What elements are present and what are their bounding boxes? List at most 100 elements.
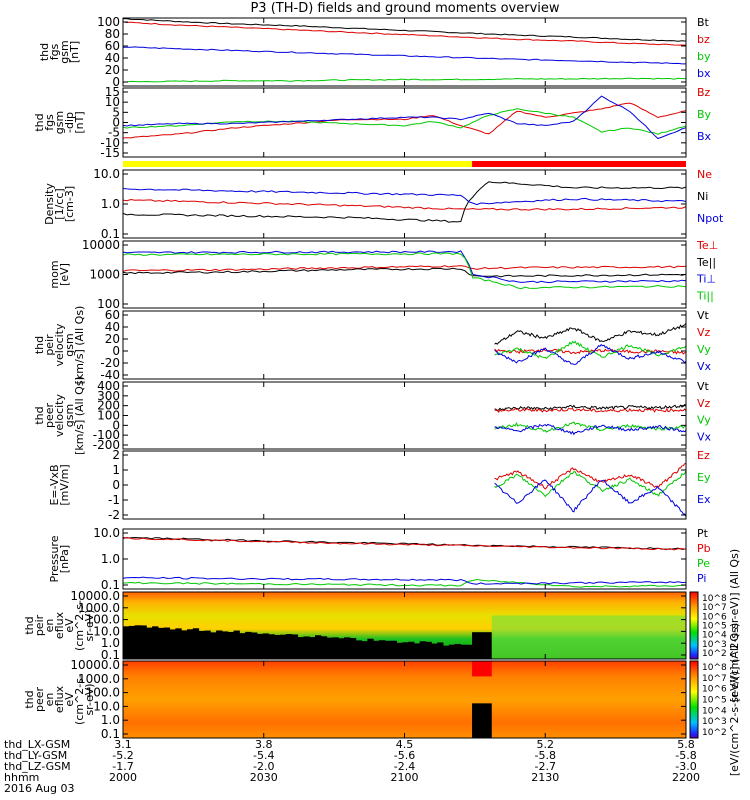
ephemeris-value: -3.0 bbox=[675, 760, 696, 773]
ephemeris-value: -5.8 bbox=[675, 749, 696, 762]
y-tick-label: 10.0 bbox=[93, 699, 120, 713]
legend-Vy: Vy bbox=[697, 414, 711, 427]
y-tick-label: 100 bbox=[97, 297, 120, 311]
legend: Te⊥ Te|| Ti⊥ Ti|| bbox=[696, 239, 718, 302]
panel-p7: 210-1-2 E=-VxB[mV/m] Ez Ey Ex bbox=[48, 448, 711, 522]
mode-bar bbox=[123, 161, 686, 167]
ephemeris-value: -1.7 bbox=[112, 760, 133, 773]
legend-Ni: Ni bbox=[697, 190, 708, 203]
y-tick-label: 0 bbox=[112, 116, 120, 130]
colorbar-tick: 10^2 bbox=[702, 649, 727, 659]
legend-Pb: Pb bbox=[697, 542, 711, 555]
legend-Te⊥: Te⊥ bbox=[696, 239, 718, 252]
legend: Bz By Bx bbox=[697, 86, 712, 143]
legend-Ez: Ez bbox=[697, 449, 710, 462]
legend: Ez Ey Ex bbox=[697, 449, 711, 506]
y-axis-label: Density[1/cc][cm-3] bbox=[43, 183, 76, 225]
legend: Vt Vz Vy Vx bbox=[697, 380, 712, 443]
y-tick-label: -2 bbox=[108, 508, 120, 522]
y-axis-label-line: [km/s] (All Qs) bbox=[73, 306, 86, 385]
y-ticks: 210-1-2 bbox=[108, 448, 686, 522]
colorbar-tick: 10^8 bbox=[702, 594, 727, 604]
y-axis-label-line: thd bbox=[33, 113, 46, 131]
y-tick-label: -5 bbox=[108, 126, 120, 140]
y-axis-label-line: sr-eV) bbox=[83, 609, 96, 641]
colorbar-tick: 10^8 bbox=[702, 663, 727, 673]
panel-p8: 10.0 1.0 0.1 Pressure[nPa] Pt Pb Pe Pi bbox=[48, 526, 711, 592]
y-axis-label-line: eflux bbox=[53, 685, 66, 713]
boundary-block bbox=[472, 632, 492, 659]
y-axis-label: Pressure[nPa] bbox=[48, 535, 71, 582]
y-tick-label: 10.0 bbox=[93, 624, 120, 638]
y-axis-label: mom[eV] bbox=[48, 260, 71, 288]
series-Pb bbox=[122, 536, 687, 551]
series-Ti⊥ bbox=[122, 250, 687, 284]
y-axis-label-line: E=-VxB bbox=[48, 464, 61, 505]
series-Vt bbox=[494, 322, 687, 345]
panel-p3: 10.0 1.0 0.1 Density[1/cc][cm-3] Ne Ni Npot bbox=[43, 167, 724, 241]
series-Te⊥ bbox=[122, 265, 687, 272]
y-axis-label-line: gsm bbox=[63, 404, 76, 427]
y-tick-label: 100 bbox=[97, 409, 120, 423]
y-tick-label: 1000.0 bbox=[78, 672, 120, 686]
panel-p9: 10000.01000.0100.010.01.00.1thdpeirenefl… bbox=[23, 589, 687, 662]
y-tick-label: 10000.0 bbox=[70, 589, 120, 603]
series-Bt bbox=[122, 18, 687, 42]
series-Pi bbox=[122, 576, 687, 585]
y-axis-label-line: [1/cc] bbox=[53, 188, 66, 219]
y-tick-label: 1.0 bbox=[101, 713, 120, 727]
y-tick-label: 1.0 bbox=[101, 197, 120, 211]
ephemeris-value: 2100 bbox=[391, 771, 419, 784]
ephemeris-value: -5.6 bbox=[394, 749, 415, 762]
ephemeris-value: 3.1 bbox=[114, 738, 132, 751]
panel-frame bbox=[122, 17, 687, 87]
ephemeris-value: 5.2 bbox=[537, 738, 555, 751]
y-axis-label-line: (cm^2-s- bbox=[73, 674, 86, 725]
y-tick-label: 10.0 bbox=[93, 167, 120, 181]
legend-Pe: Pe bbox=[697, 557, 710, 570]
series-Ni bbox=[122, 181, 687, 223]
legend: Bt bz by bx bbox=[697, 16, 711, 80]
legend-Ex: Ex bbox=[697, 493, 711, 506]
colorbar-tick: 10^3 bbox=[702, 717, 727, 727]
legend-Vz: Vz bbox=[697, 397, 711, 410]
y-tick-label: 10000 bbox=[82, 238, 120, 252]
ephemeris-value: -5.2 bbox=[112, 749, 133, 762]
colorbar-tick: 10^7 bbox=[702, 603, 727, 613]
y-axis-label-line: gsm bbox=[53, 111, 66, 134]
y-ticks: 10.0 1.0 0.1 bbox=[93, 167, 686, 241]
y-tick-label: 1.0 bbox=[101, 552, 120, 566]
series-Vy bbox=[494, 421, 687, 433]
colorbar-1: 10^810^710^610^510^410^310^2 [eV/(cm^2-s-… bbox=[689, 549, 741, 702]
legend-Vt: Vt bbox=[697, 309, 710, 322]
y-tick-label: -40 bbox=[100, 368, 120, 382]
ephemeris-label: thd_LY-GSM bbox=[4, 749, 67, 762]
y-axis-label-line: thd bbox=[23, 690, 36, 708]
y-tick-label: 1000 bbox=[89, 268, 120, 282]
legend-Vx: Vx bbox=[697, 360, 712, 373]
legend-Bz: Bz bbox=[697, 86, 711, 99]
ephemeris-value: 2030 bbox=[250, 771, 278, 784]
legend-Bx: Bx bbox=[697, 130, 712, 143]
y-tick-label: 2 bbox=[112, 448, 120, 462]
series-Ne bbox=[122, 198, 687, 211]
ephemeris-label: thd_LZ-GSM bbox=[4, 760, 71, 773]
colorbar-tick: 10^3 bbox=[702, 640, 727, 650]
panel-frame bbox=[122, 87, 687, 158]
y-tick-label: 0.1 bbox=[101, 227, 120, 241]
y-axis-label-line: peer bbox=[43, 403, 56, 429]
legend-Pi: Pi bbox=[697, 572, 706, 585]
legend-Ti⊥: Ti⊥ bbox=[696, 273, 716, 286]
y-tick-label: 1000.0 bbox=[78, 601, 120, 615]
y-axis-label-line: velocity bbox=[53, 323, 66, 366]
series-Vy bbox=[494, 340, 687, 359]
y-tick-label: 0 bbox=[112, 75, 120, 89]
colorbar-scale bbox=[689, 591, 699, 660]
